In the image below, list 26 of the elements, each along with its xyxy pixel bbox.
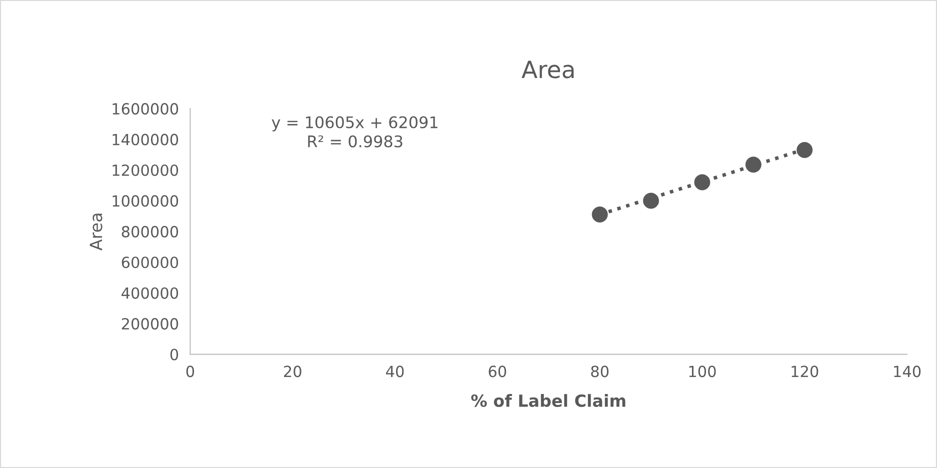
- point: [745, 156, 762, 173]
- point: [694, 174, 710, 190]
- x-tick-label: 80: [591, 366, 609, 378]
- y-tick-label: 0: [170, 348, 178, 360]
- y-tick-label: 1200000: [112, 164, 178, 176]
- chart-title: Area: [522, 60, 574, 78]
- y-tick-label: 1400000: [112, 134, 178, 146]
- y-tick-label: 1000000: [112, 195, 178, 207]
- y-tick-label: 600000: [122, 256, 178, 268]
- x-tick-label: 40: [386, 366, 404, 378]
- point: [592, 206, 608, 223]
- y-tick-label: 400000: [122, 287, 178, 299]
- x-tick-label: 120: [792, 366, 818, 378]
- x-tick-label: 140: [894, 366, 921, 378]
- x-tick-label: 100: [689, 366, 716, 378]
- x-tick-label: 0: [186, 366, 194, 378]
- y-tick-label: 200000: [122, 318, 178, 330]
- x-tick-label: 60: [488, 366, 506, 378]
- point: [796, 142, 813, 158]
- y-axis-title: Area: [90, 214, 102, 250]
- x-axis-title: % of Label Claim: [471, 394, 626, 407]
- point: [643, 192, 659, 209]
- y-tick-label: 800000: [122, 226, 178, 238]
- annotation: y = 10605x + 62091 R² = 0.9983: [272, 116, 438, 148]
- y-tick-label: 1600000: [112, 103, 178, 115]
- x-tick-label: 20: [284, 366, 302, 378]
